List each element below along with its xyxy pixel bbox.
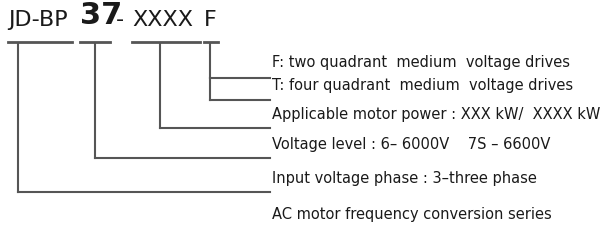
Text: Input voltage phase : 3–three phase: Input voltage phase : 3–three phase [272,171,537,186]
Text: F: F [204,10,217,30]
Text: AC motor frequency conversion series: AC motor frequency conversion series [272,207,552,222]
Text: F: two quadrant  medium  voltage drives: F: two quadrant medium voltage drives [272,55,570,70]
Text: Applicable motor power : XXX kW/  XXXX kW: Applicable motor power : XXX kW/ XXXX kW [272,107,600,122]
Text: 37: 37 [80,1,122,30]
Text: Voltage level : 6– 6000V    7S – 6600V: Voltage level : 6– 6000V 7S – 6600V [272,137,550,152]
Text: XXXX: XXXX [132,10,193,30]
Text: -: - [116,10,124,30]
Text: JD-BP: JD-BP [8,10,67,30]
Text: T: four quadrant  medium  voltage drives: T: four quadrant medium voltage drives [272,78,573,93]
